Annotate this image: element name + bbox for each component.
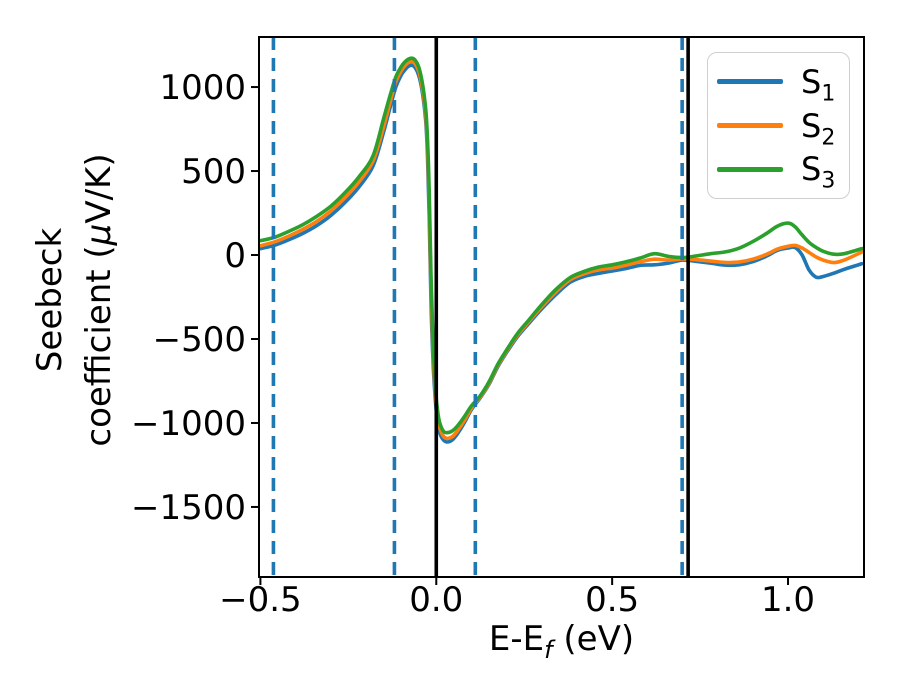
x-tick-label: 0.0	[409, 580, 463, 620]
y-tick-label: −1000	[131, 404, 246, 444]
legend-label-s3: S3	[801, 150, 836, 194]
legend-item-s3: S3	[717, 150, 849, 194]
legend-line-sample-s2	[717, 123, 783, 128]
y-axis-label-line2: coefficient (μV/K)	[79, 153, 119, 447]
x-tick-label: −0.5	[219, 580, 302, 620]
series-line-s3	[258, 56, 864, 435]
plot-border	[258, 36, 865, 578]
x-tick-label: 0.5	[585, 580, 639, 620]
y-tick-label: −1500	[131, 488, 246, 528]
y-tick-label: 1000	[159, 68, 246, 108]
x-tick-label: 1.0	[761, 580, 815, 620]
legend-line-sample-s3	[717, 166, 783, 172]
y-tick-label: −500	[153, 320, 246, 360]
y-axis-label-line1: Seebeck	[30, 227, 70, 373]
x-axis-label: E-Ef (eV)	[488, 619, 635, 664]
legend-label-s1: S1	[801, 62, 836, 107]
y-tick-label: 0	[224, 236, 246, 276]
x-axis-label-subscript: f	[544, 635, 553, 664]
legend-label-s2: S2	[801, 106, 836, 150]
legend: S1 S2 S3	[707, 52, 850, 199]
y-tick-label: 500	[181, 152, 246, 192]
y-axis-label: Seebeck coefficient (μV/K)	[26, 50, 124, 550]
legend-item-s2: S2	[717, 106, 849, 150]
mu-symbol: μ	[79, 223, 119, 246]
legend-line-sample-s1	[717, 79, 783, 85]
legend-item-s1: S1	[717, 62, 849, 107]
